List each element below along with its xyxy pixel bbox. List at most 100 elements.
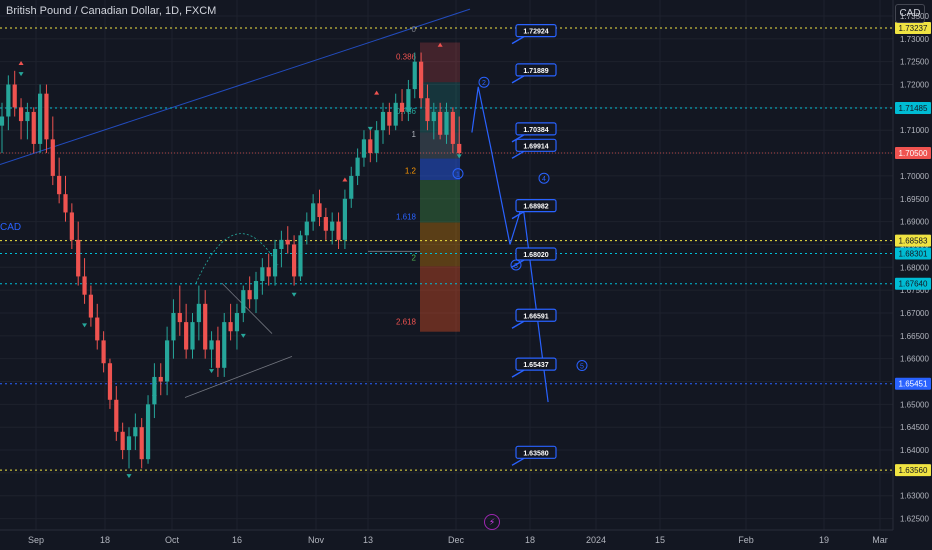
x-tick-label: Sep: [28, 535, 44, 545]
x-tick-label: 15: [655, 535, 665, 545]
wave-label: 5: [576, 360, 588, 372]
candle: [18, 107, 24, 122]
x-tick-label: Feb: [738, 535, 754, 545]
fractal-marker: [456, 154, 462, 159]
callout-pointer: [511, 369, 525, 378]
fractal-marker: [209, 369, 215, 374]
y-tick-label: 1.63000: [900, 492, 929, 501]
badge-text: 1.70500: [899, 149, 928, 158]
candle: [69, 212, 74, 240]
wave-number: 1: [456, 172, 460, 179]
callout-pointer: [511, 150, 525, 159]
candle: [444, 111, 449, 135]
candle: [158, 376, 163, 382]
candle: [380, 111, 386, 131]
y-tick-label: 1.71000: [900, 126, 929, 135]
callout-text: 1.69914: [523, 143, 548, 150]
candle: [311, 203, 316, 222]
price-badge: 1.63560: [895, 464, 931, 477]
wave-label: 3: [510, 259, 522, 271]
price-axis-bg: [893, 0, 932, 550]
badge-bg: [895, 147, 931, 160]
candle: [336, 221, 341, 240]
callout-pointer: [511, 210, 525, 220]
candle: [241, 290, 246, 313]
wedge-line: [184, 356, 293, 398]
callout-text: 1.68982: [523, 204, 548, 211]
candle: [152, 376, 157, 405]
candle: [387, 111, 392, 126]
candle: [50, 139, 55, 176]
candle: [203, 303, 208, 350]
candle: [361, 139, 367, 158]
candle: [44, 93, 49, 140]
y-tick-label: 1.73000: [900, 35, 929, 44]
fractal-marker: [126, 474, 132, 479]
callout-text: 1.66591: [523, 313, 548, 320]
callout-box: [515, 308, 557, 322]
callout-box: [515, 445, 557, 459]
y-tick-label: 1.72500: [900, 58, 929, 67]
callout-pointer: [511, 259, 525, 268]
x-tick-label: Oct: [165, 535, 180, 545]
y-tick-label: 1.67000: [900, 309, 929, 318]
y-tick-label: 1.64000: [900, 446, 929, 455]
callout-pointer: [511, 134, 525, 143]
candle: [177, 312, 182, 323]
candle: [457, 143, 462, 154]
wave-label: 4: [538, 172, 550, 184]
callout-text: 1.70384: [523, 127, 548, 134]
candle: [25, 111, 30, 122]
candle: [95, 317, 100, 341]
candle: [342, 198, 347, 240]
y-tick-label: 1.65000: [900, 400, 929, 409]
x-tick-label: 16: [232, 535, 242, 545]
fractal-marker: [291, 292, 297, 297]
wave-number: 3: [514, 263, 518, 270]
fib-label: 1.2: [405, 167, 417, 176]
badge-bg: [895, 247, 931, 260]
bolt-icon[interactable]: ⚡: [484, 514, 500, 530]
candle: [292, 244, 297, 277]
fractal-marker: [342, 177, 348, 182]
callout-box: [515, 247, 557, 261]
candle: [63, 194, 68, 213]
y-tick-label: 1.66000: [900, 355, 929, 364]
candle: [12, 84, 17, 108]
y-tick-label: 1.70000: [900, 172, 929, 181]
callout-text: 1.71889: [523, 68, 548, 75]
fib-label: 1: [412, 130, 417, 139]
callout-box: [515, 24, 557, 38]
wave-circle: [576, 360, 588, 372]
fib-label: 2.618: [396, 317, 417, 326]
candle: [450, 111, 455, 144]
callout-pointer: [511, 36, 525, 45]
candle: [419, 61, 424, 99]
candle: [196, 303, 201, 323]
candle: [145, 404, 151, 460]
wave-number: 4: [542, 176, 546, 183]
x-tick-label: 2024: [586, 535, 606, 545]
callout-pointer: [511, 75, 525, 84]
candle: [323, 217, 328, 231]
candle: [330, 221, 335, 231]
callout-pointer: [511, 457, 525, 466]
candle: [355, 157, 360, 176]
price-badge: 1.71485: [895, 102, 931, 115]
fib-zone: [420, 158, 460, 181]
candle: [438, 111, 443, 135]
price-badge: 1.65451: [895, 377, 931, 390]
wave-label: 2: [478, 76, 490, 88]
candle: [406, 89, 411, 112]
candle: [107, 363, 113, 400]
candle: [120, 431, 125, 451]
badge-text: 1.67640: [899, 280, 928, 289]
candle: [190, 322, 195, 350]
currency-button[interactable]: CAD: [895, 4, 925, 23]
candle: [209, 340, 214, 350]
fib-zone: [420, 266, 460, 332]
candle: [253, 280, 259, 300]
target-label: 1.70384: [511, 122, 557, 143]
candle: [171, 312, 176, 341]
